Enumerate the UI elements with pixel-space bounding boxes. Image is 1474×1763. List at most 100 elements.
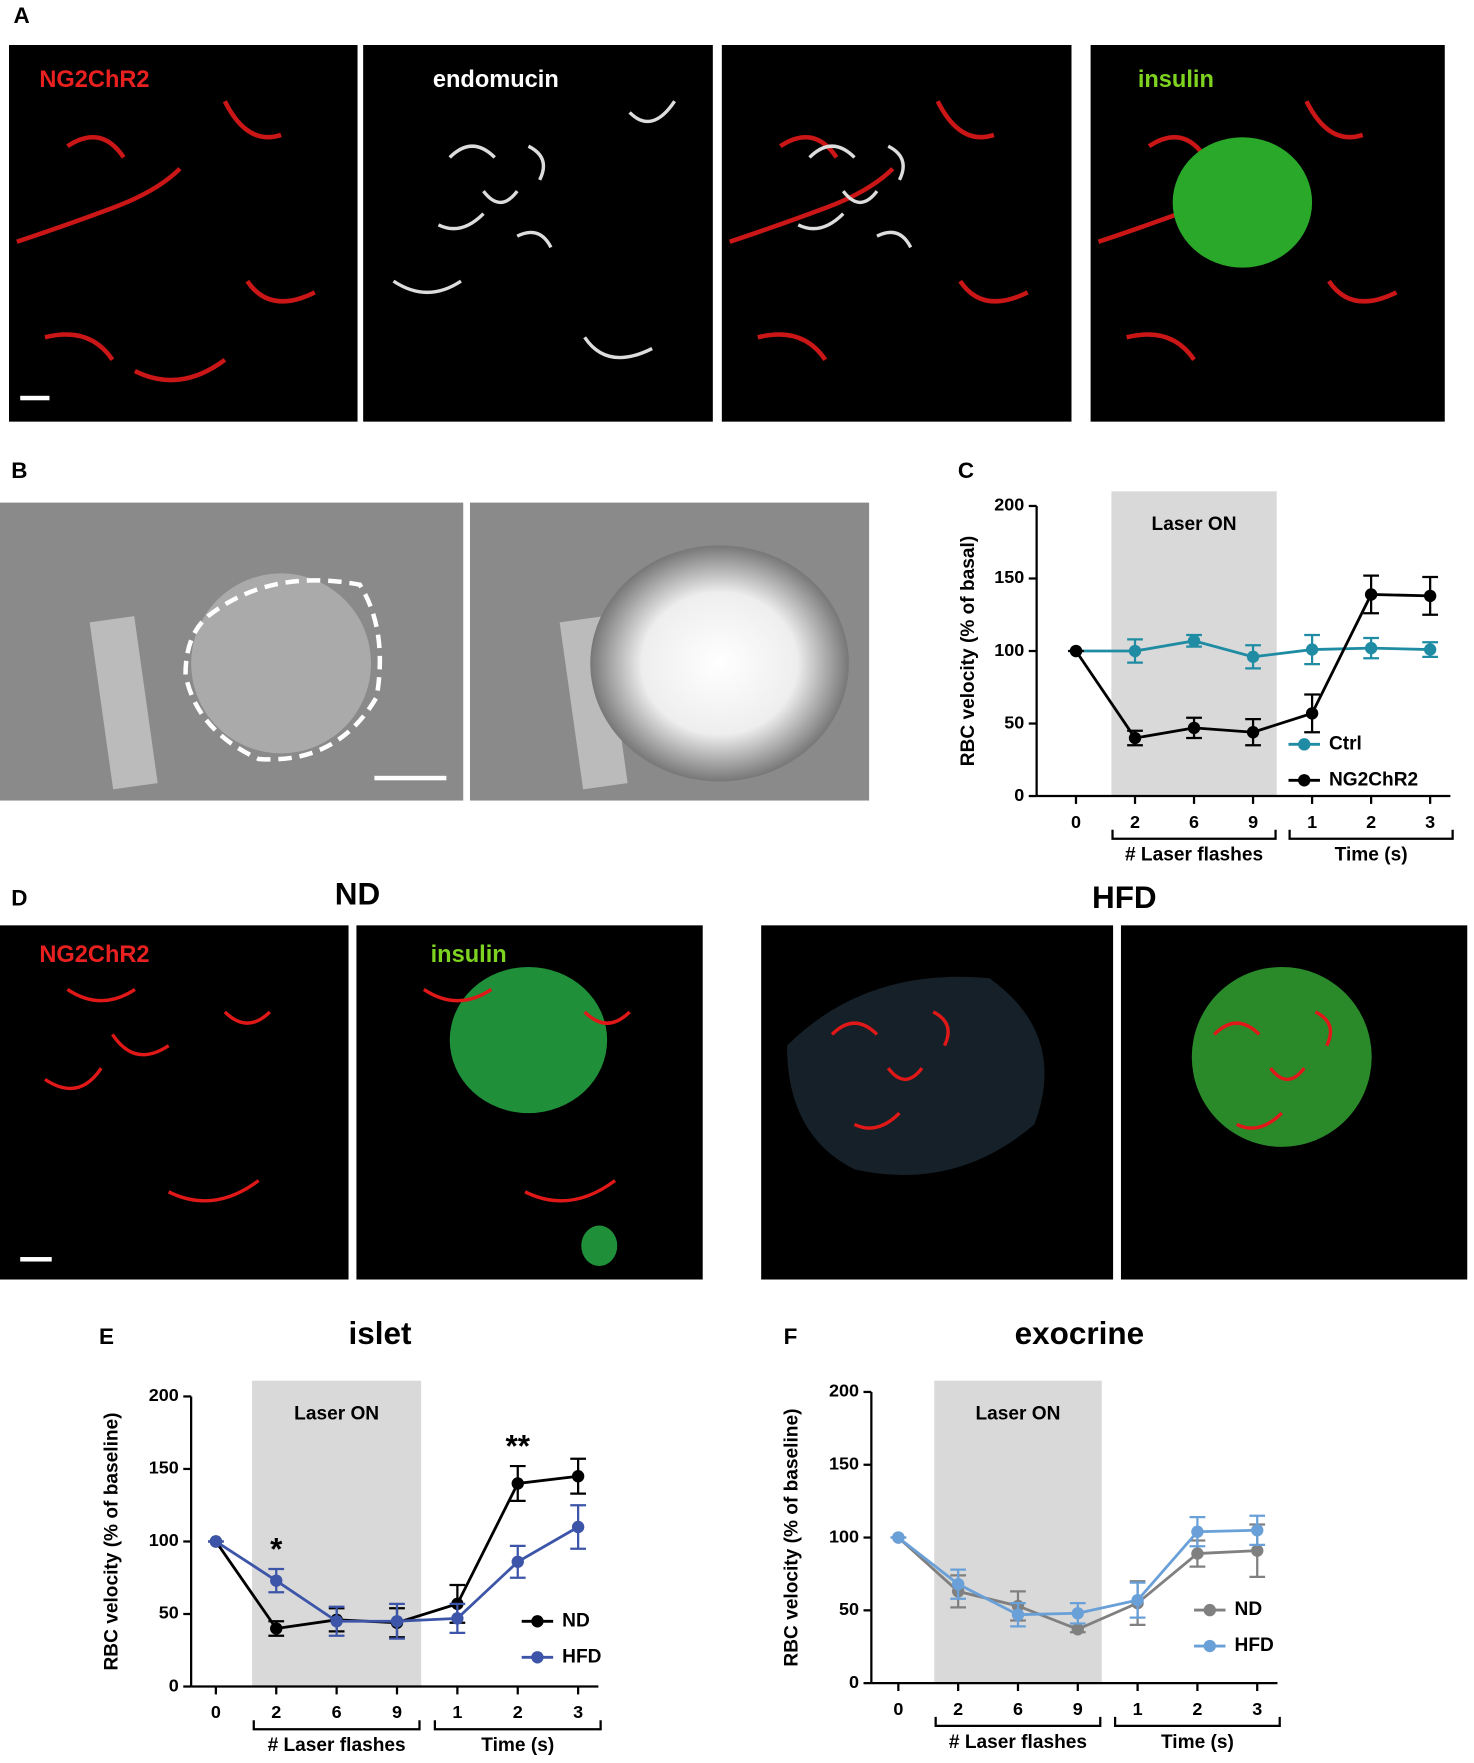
legend-label: Ctrl bbox=[1329, 733, 1362, 754]
point bbox=[1364, 588, 1378, 601]
x-tick-label: 0 bbox=[1071, 812, 1081, 832]
y-tick-label: 200 bbox=[994, 495, 1024, 515]
point bbox=[1187, 634, 1201, 648]
x-tick-label: 3 bbox=[1252, 1699, 1262, 1719]
y-tick-label: 150 bbox=[149, 1458, 179, 1478]
point bbox=[1191, 1525, 1204, 1538]
legend-marker bbox=[531, 1651, 544, 1664]
point bbox=[330, 1615, 343, 1628]
legend-label: ND bbox=[562, 1610, 590, 1631]
group-bracket bbox=[934, 1716, 1102, 1727]
image-label: NG2ChR2 bbox=[39, 67, 149, 93]
point bbox=[511, 1477, 524, 1490]
point bbox=[1251, 1544, 1264, 1557]
group-bracket bbox=[433, 1720, 602, 1731]
x-tick-label: 9 bbox=[1248, 812, 1258, 832]
image-label: insulin bbox=[1138, 67, 1214, 93]
point bbox=[1246, 726, 1260, 739]
x-tick-label: 6 bbox=[1189, 812, 1199, 832]
legend-label: HFD bbox=[562, 1646, 601, 1667]
x-tick-label: 0 bbox=[211, 1702, 221, 1722]
panel-letter: C bbox=[958, 458, 974, 483]
point bbox=[892, 1531, 905, 1544]
point bbox=[1305, 643, 1319, 656]
x-tick-label: 6 bbox=[1013, 1699, 1023, 1719]
legend-marker bbox=[531, 1615, 544, 1628]
legend-marker bbox=[1203, 1603, 1216, 1617]
panel-letter: F bbox=[784, 1324, 798, 1349]
group-bracket bbox=[1113, 1716, 1281, 1727]
point bbox=[1069, 644, 1083, 658]
chart-title: exocrine bbox=[1015, 1316, 1144, 1351]
image-label: endomucin bbox=[433, 67, 559, 93]
point bbox=[270, 1574, 283, 1587]
y-tick-label: 50 bbox=[839, 1599, 859, 1619]
y-axis-label: RBC velocity (% of basal) bbox=[958, 536, 979, 766]
point bbox=[951, 1577, 965, 1591]
y-tick-label: 150 bbox=[829, 1453, 859, 1473]
x-tick-label: 2 bbox=[271, 1702, 281, 1722]
panel-letter: A bbox=[13, 3, 29, 28]
panel-letter: E bbox=[99, 1324, 114, 1349]
micrographs-b bbox=[0, 502, 870, 801]
x-tick-label: 9 bbox=[392, 1702, 402, 1722]
legend-marker bbox=[1203, 1639, 1216, 1653]
point bbox=[1191, 1547, 1204, 1560]
point bbox=[511, 1555, 524, 1568]
point bbox=[1187, 721, 1201, 735]
x-tick-label: 2 bbox=[1192, 1699, 1202, 1719]
group-bracket bbox=[1111, 829, 1277, 840]
group-label: # Laser flashes bbox=[949, 1732, 1087, 1753]
y-tick-label: 200 bbox=[149, 1385, 179, 1405]
point bbox=[209, 1535, 223, 1548]
chart: Laser ON exocrine 0 50 100 150 200 RBC velocity… bbox=[782, 1316, 1281, 1753]
y-axis-label: RBC velocity (% of baseline) bbox=[101, 1412, 122, 1670]
x-tick-label: 1 bbox=[1307, 812, 1317, 832]
x-tick-label: 2 bbox=[953, 1699, 963, 1719]
y-tick-label: 0 bbox=[1014, 785, 1024, 805]
group-label: Time (s) bbox=[1335, 845, 1408, 866]
image-heading: HFD bbox=[1092, 880, 1157, 915]
point bbox=[571, 1470, 585, 1483]
legend-marker bbox=[1298, 774, 1311, 787]
x-tick-label: 2 bbox=[1366, 812, 1376, 832]
image-heading: ND bbox=[335, 876, 380, 911]
group-bracket bbox=[252, 1720, 421, 1731]
point bbox=[1423, 589, 1437, 603]
y-tick-label: 0 bbox=[849, 1672, 859, 1692]
micrographs-a bbox=[8, 44, 1445, 422]
panel-letter: B bbox=[11, 458, 27, 483]
point bbox=[1246, 650, 1260, 663]
micrographs-d bbox=[0, 925, 1468, 1280]
annotation: * bbox=[270, 1531, 283, 1566]
x-tick-label: 6 bbox=[332, 1702, 342, 1722]
point bbox=[1131, 1593, 1144, 1607]
legend-label: HFD bbox=[1235, 1635, 1274, 1656]
group-label: # Laser flashes bbox=[268, 1735, 406, 1756]
x-tick-label: 9 bbox=[1073, 1699, 1083, 1719]
y-tick-label: 100 bbox=[994, 640, 1024, 660]
x-tick-label: 0 bbox=[893, 1699, 903, 1719]
point bbox=[1128, 731, 1142, 745]
y-tick-label: 0 bbox=[169, 1675, 179, 1695]
group-label: Time (s) bbox=[1161, 1732, 1234, 1753]
y-axis-label: RBC velocity (% of baseline) bbox=[782, 1409, 803, 1667]
laser-shade bbox=[934, 1380, 1102, 1684]
image-label: NG2ChR2 bbox=[39, 942, 149, 968]
chart: Laser ON islet 0 50 100 150 200 RBC velocity (%… bbox=[101, 1316, 602, 1756]
point bbox=[1305, 707, 1319, 720]
legend-label: ND bbox=[1235, 1599, 1263, 1620]
chart-title: islet bbox=[349, 1316, 412, 1351]
point bbox=[1128, 644, 1142, 658]
point bbox=[1251, 1524, 1264, 1537]
annotation: ** bbox=[506, 1428, 531, 1463]
legend-marker bbox=[1298, 738, 1311, 751]
point bbox=[390, 1615, 404, 1628]
x-tick-label: 2 bbox=[513, 1702, 523, 1722]
group-label: # Laser flashes bbox=[1125, 845, 1263, 866]
y-tick-label: 100 bbox=[149, 1530, 179, 1550]
shade-label: Laser ON bbox=[1152, 514, 1237, 535]
point bbox=[1423, 643, 1437, 656]
point bbox=[451, 1612, 464, 1625]
